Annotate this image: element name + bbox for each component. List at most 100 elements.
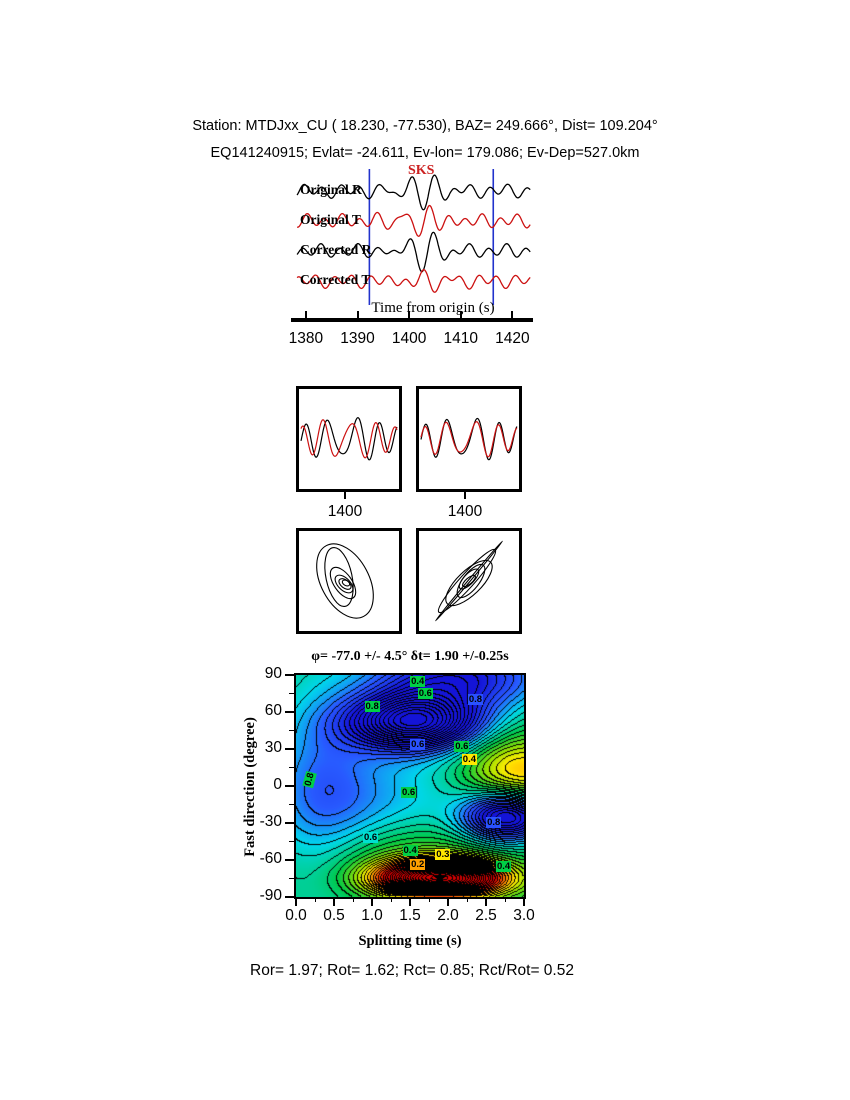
contour-x-tick-label: 0.5 <box>323 907 345 924</box>
waveform-panel <box>296 169 531 305</box>
contour-y-tick-label: 60 <box>264 702 282 719</box>
contour-level-label: 0.4 <box>461 754 478 766</box>
contour-x-minor-tick <box>352 898 354 902</box>
contour-level-label: 0.3 <box>435 849 451 861</box>
event-header: EQ141240915; Evlat= -24.611, Ev-lon= 179… <box>210 145 640 161</box>
contour-y-minor-tick <box>289 692 294 694</box>
contour-x-tick <box>409 898 411 906</box>
contour-y-minor-tick <box>289 803 294 805</box>
contour-x-tick <box>447 898 449 906</box>
particle-motion-box-original <box>296 528 402 634</box>
phase-label: SKS <box>408 163 435 178</box>
seismogram-trace <box>296 174 531 211</box>
contour-x-tick-label: 1.5 <box>399 907 421 924</box>
contour-y-tick <box>285 674 294 676</box>
contour-x-tick <box>523 898 525 906</box>
particle-motion-ellipse <box>437 548 497 614</box>
time-axis-tick <box>511 311 514 318</box>
time-tick-label: 1420 <box>495 330 530 347</box>
seismogram-trace <box>296 269 531 293</box>
contour-x-tick <box>333 898 335 906</box>
contour-y-tick <box>285 785 294 787</box>
contour-level-label: 0.6 <box>410 739 426 751</box>
contour-x-tick-label: 2.5 <box>475 907 497 924</box>
time-axis <box>291 318 533 322</box>
contour-y-minor-tick <box>289 766 294 768</box>
station-header: Station: MTDJxx_CU ( 18.230, -77.530), B… <box>192 118 658 134</box>
contour-y-tick <box>285 748 294 750</box>
zoom-tick-label: 1400 <box>327 503 363 520</box>
contour-y-minor-tick <box>289 840 294 842</box>
trace-label: Original T <box>300 212 361 227</box>
particle-motion-ellipse <box>462 574 476 588</box>
particle-motion-ellipse <box>329 566 357 600</box>
time-axis-label: Time from origin (s) <box>371 300 495 316</box>
zoom-waveform-box-right <box>416 386 522 492</box>
time-tick-label: 1400 <box>391 330 427 347</box>
contour-level-label: 0.6 <box>417 687 433 699</box>
seismogram-trace <box>297 204 531 238</box>
particle-motion-ellipse <box>341 579 351 587</box>
zoom-waveform-box-left <box>296 386 402 492</box>
zoom-waveform-svg-left <box>300 417 398 461</box>
contour-y-tick-label: 0 <box>273 776 282 793</box>
contour-y-tick <box>285 896 294 898</box>
contour-y-tick-label: -60 <box>259 850 282 867</box>
contour-level-label: 0.4 <box>410 676 426 688</box>
contour-x-minor-tick <box>314 898 316 902</box>
zoom-axis-tick <box>464 492 466 499</box>
contour-x-tick-label: 0.0 <box>285 907 307 924</box>
seismogram-trace <box>296 231 531 273</box>
contour-level-label: 0.4 <box>496 861 512 873</box>
contour-y-tick <box>285 711 294 713</box>
time-axis-tick <box>356 311 359 318</box>
contour-y-tick-label: 90 <box>264 665 282 682</box>
contour-level-label: 0.6 <box>454 740 470 752</box>
zoom-trace <box>420 421 518 458</box>
contour-level-label: 0.6 <box>401 787 417 799</box>
trace-label: Corrected T <box>300 272 371 287</box>
time-tick-label: 1410 <box>443 330 478 347</box>
particle-motion-ellipse <box>324 546 354 608</box>
contour-y-tick <box>285 822 294 824</box>
particle-motion-svg-corrected <box>435 540 503 622</box>
time-tick-label: 1380 <box>288 330 324 347</box>
contour-label-overlay: 0.4 0.6 0.8 0.8 0.6 0.6 0.4 0.8 0.6 0.6 0.8 0.4 0.3 0… <box>296 675 524 897</box>
contour-level-label: 0.6 <box>363 831 379 843</box>
time-axis-tick <box>408 311 411 318</box>
zoom-waveform-svg-right <box>420 417 518 461</box>
contour-x-tick <box>485 898 487 906</box>
particle-motion-svg-original <box>316 543 374 619</box>
particle-motion-ellipse <box>334 574 354 594</box>
best-solution-star: ★ <box>431 867 449 889</box>
contour-x-tick-label: 2.0 <box>437 907 459 924</box>
contour-y-minor-tick <box>289 729 294 731</box>
contour-y-tick-label: 30 <box>264 739 282 756</box>
contour-x-minor-tick <box>504 898 506 902</box>
zoom-trace <box>420 417 518 461</box>
contour-x-tick-label: 1.0 <box>361 907 383 924</box>
contour-level-label: 0.2 <box>410 858 426 870</box>
contour-level-label: 0.8 <box>364 701 380 713</box>
particle-motion-ellipse <box>316 543 374 619</box>
trace-label: Corrected R <box>300 242 372 257</box>
particle-motion-box-corrected <box>416 528 522 634</box>
contour-level-label: 0.8 <box>486 817 502 828</box>
time-tick-label: 1390 <box>340 330 375 347</box>
contour-y-tick-label: -30 <box>259 813 282 830</box>
contour-x-minor-tick <box>390 898 392 902</box>
contour-x-minor-tick <box>466 898 468 902</box>
zoom-trace <box>300 417 398 461</box>
time-axis-tick <box>459 311 462 318</box>
zoom-tick-label: 1400 <box>447 503 483 520</box>
particle-motion-ellipse <box>445 559 493 607</box>
statistics-footer: Ror= 1.97; Rot= 1.62; Rct= 0.85; Rct/Rot… <box>250 962 574 979</box>
contour-x-tick <box>295 898 297 906</box>
splitting-result-title: φ= -77.0 +/- 4.5° δt= 1.90 +/-0.25s <box>311 649 509 664</box>
contour-x-tick <box>371 898 373 906</box>
contour-level-label: 0.8 <box>302 770 318 789</box>
zoom-trace <box>300 419 398 459</box>
contour-x-minor-tick <box>428 898 430 902</box>
contour-level-label: 0.8 <box>467 693 484 705</box>
